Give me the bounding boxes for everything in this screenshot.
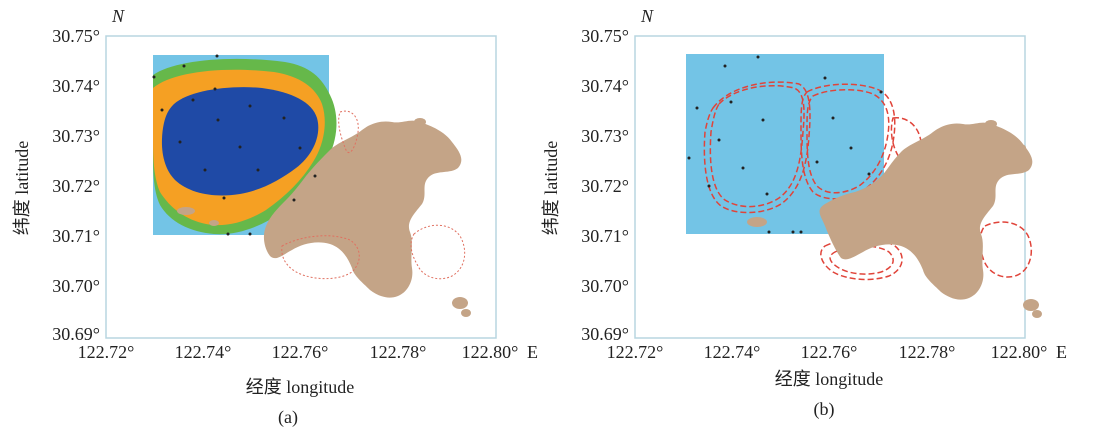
land-mass bbox=[263, 120, 462, 298]
north-label: N bbox=[111, 6, 125, 26]
x-axis-label: 经度 longitude bbox=[775, 369, 884, 389]
small-island bbox=[747, 217, 767, 227]
map-b-svg: 30.75° 30.74° 30.73° 30.72° 30.71° 30.70… bbox=[541, 6, 1067, 420]
sample-stations bbox=[152, 54, 317, 236]
x-tick-label: 122.78° bbox=[899, 342, 956, 362]
small-island bbox=[177, 207, 195, 215]
islet bbox=[1014, 144, 1026, 152]
dashed-contour bbox=[890, 117, 922, 164]
dashed-contour bbox=[806, 89, 890, 194]
y-tick-label: 30.69° bbox=[52, 324, 100, 344]
y-tick-label: 30.71° bbox=[581, 226, 629, 246]
dashed-contour bbox=[703, 81, 811, 214]
y-tick-label: 30.73° bbox=[52, 126, 100, 146]
sample-stations bbox=[687, 55, 883, 234]
x-axis-label: 经度 longitude bbox=[246, 377, 355, 397]
x-tick-label: 122.74° bbox=[704, 342, 761, 362]
islet bbox=[985, 120, 997, 128]
east-label: E bbox=[1056, 342, 1067, 362]
map-a-svg: 30.75° 30.74° 30.73° 30.72° 30.71° 30.70… bbox=[12, 6, 538, 428]
islet bbox=[1023, 299, 1039, 311]
x-tick-label: 122.78° bbox=[370, 342, 427, 362]
x-tick-label: 122.72° bbox=[607, 342, 664, 362]
x-tick-label: 122.76° bbox=[272, 342, 329, 362]
y-tick-label: 30.71° bbox=[52, 226, 100, 246]
map-panel-a: 30.75° 30.74° 30.73° 30.72° 30.71° 30.70… bbox=[0, 0, 556, 433]
islet bbox=[461, 309, 471, 317]
dotted-contour bbox=[410, 224, 466, 280]
y-tick-label: 30.69° bbox=[581, 324, 629, 344]
panel-caption: (b) bbox=[814, 399, 835, 420]
x-tick-label: 122.72° bbox=[78, 342, 135, 362]
x-tick-label: 122.74° bbox=[175, 342, 232, 362]
y-tick-label: 30.75° bbox=[581, 26, 629, 46]
y-tick-label: 30.72° bbox=[581, 176, 629, 196]
y-tick-label: 30.75° bbox=[52, 26, 100, 46]
east-label: E bbox=[527, 342, 538, 362]
dotted-contour bbox=[281, 235, 360, 280]
panel-caption: (a) bbox=[278, 407, 298, 428]
islet bbox=[452, 297, 468, 309]
y-axis-label: 纬度 latitude bbox=[541, 141, 561, 235]
islet bbox=[414, 118, 426, 126]
y-tick-label: 30.73° bbox=[581, 126, 629, 146]
islet bbox=[442, 142, 454, 150]
y-axis-label: 纬度 latitude bbox=[12, 141, 32, 235]
islet bbox=[1032, 310, 1042, 318]
north-label: N bbox=[640, 6, 654, 26]
land-mass bbox=[819, 122, 1033, 300]
dashed-contour bbox=[709, 85, 805, 208]
y-tick-label: 30.74° bbox=[581, 76, 629, 96]
x-tick-label: 122.80° bbox=[462, 342, 519, 362]
small-island bbox=[209, 220, 219, 226]
y-tick-label: 30.70° bbox=[581, 276, 629, 296]
x-tick-label: 122.80° bbox=[991, 342, 1048, 362]
y-tick-label: 30.72° bbox=[52, 176, 100, 196]
x-tick-label: 122.76° bbox=[801, 342, 858, 362]
core-contour-region bbox=[161, 87, 319, 196]
dashed-contour bbox=[829, 245, 894, 275]
y-tick-label: 30.74° bbox=[52, 76, 100, 96]
map-panel-b: 30.75° 30.74° 30.73° 30.72° 30.71° 30.70… bbox=[529, 0, 1085, 433]
y-tick-label: 30.70° bbox=[52, 276, 100, 296]
